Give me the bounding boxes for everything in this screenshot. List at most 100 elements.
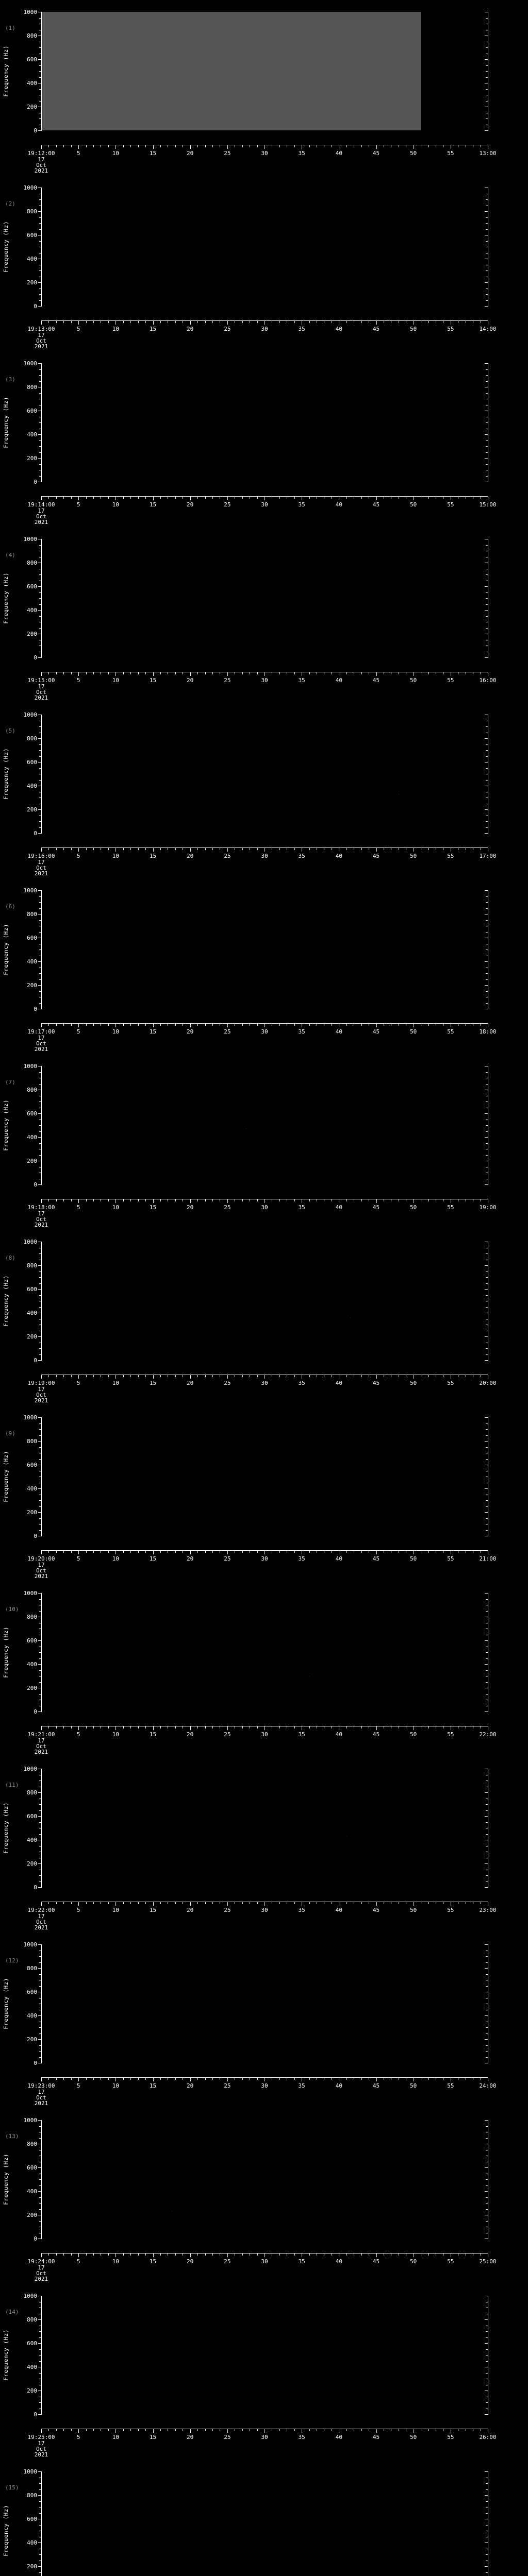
x-tick-minor [212,2253,213,2256]
y-tick-minor [39,2126,42,2127]
x-tick-minor [346,145,347,147]
spectrogram-panel-11[interactable]: 0 200 400 600 800 1000 Frequency (Hz) (11) 19:22… [0,1757,528,1933]
x-axis-date-line: 2021 [34,2451,48,2458]
y-tick-major-right [485,985,488,986]
x-tick-minor [197,1199,199,1201]
spectrogram-panel-4[interactable]: 0 200 400 600 800 1000 Frequency (Hz) (4) 19:15:… [0,527,528,703]
spectrogram-panel-5[interactable]: 0 200 400 600 800 1000 Frequency (Hz) (5) 19:16:… [0,703,528,878]
y-tick-minor-right [486,2331,488,2332]
x-tick-label: 35 [298,150,305,157]
spectrogram-panel-10[interactable]: 0 200 400 600 800 1000 Frequency (Hz) (10) 19:21… [0,1581,528,1757]
x-axis-date-label: 17 Oct 2021 [35,1211,48,1228]
y-tick-label: 0 [34,1533,37,1539]
y-tick-label: 400 [27,2364,37,2370]
spectrogram-panel-12[interactable]: 0 200 400 600 800 1000 Frequency (Hz) (12) 19:23… [0,1933,528,2108]
x-tick-minor [48,145,50,147]
x-tick-minor [294,321,295,323]
x-tick-label: 40 [335,677,342,684]
y-tick-minor [39,2057,42,2058]
y-tick-major [38,2566,42,2567]
x-tick-minor [205,1551,206,1553]
x-tick-label: 25 [224,853,231,859]
y-tick-minor [39,300,42,301]
spectrogram-panel-8[interactable]: 0 200 400 600 800 1000 Frequency (Hz) (8) 19:19:… [0,1230,528,1405]
y-tick-major [38,2471,42,2472]
x-tick-minor [71,2253,72,2256]
y-tick-major [38,1113,42,1114]
x-tick-minor [56,1726,57,1728]
spectrogram-panel-6[interactable]: 0 200 400 600 800 1000 Frequency (Hz) (6) 19:17:… [0,878,528,1054]
y-tick-minor [39,270,42,271]
x-tick-minor [108,1024,109,1026]
y-tick-label: 1000 [23,184,38,191]
y-tick-label: 200 [27,2387,37,2394]
y-tick-minor-right [486,1682,488,1683]
x-tick-minor [56,1551,57,1553]
x-tick-minor [130,1375,131,1377]
x-tick-minor [93,1902,94,1904]
panel-index-label: (13) [5,2133,19,2140]
spectrogram-panel-14[interactable]: 0 200 400 600 800 1000 Frequency (Hz) (14) 19:25… [0,2284,528,2460]
x-tick-label: 10 [112,150,119,157]
x-tick-minor [93,145,94,147]
y-tick-minor [39,592,42,593]
plot-area [41,363,488,482]
x-tick-minor [123,2253,124,2256]
y-tick-major-right [485,1289,488,1290]
x-axis-end-time-label: 19:00 [479,1204,497,1211]
x-tick-minor [56,2253,57,2256]
y-tick-major [38,1417,42,1418]
x-axis-date-line: Oct [36,1216,46,1223]
y-tick-minor-right [486,217,488,218]
y-tick-minor-right [486,896,488,897]
x-tick-label: 35 [298,2258,305,2265]
x-tick-minor [279,497,280,499]
y-tick-minor-right [486,2349,488,2350]
x-tick-label: 5 [76,2258,80,2265]
y-tick-minor-right [486,65,488,66]
y-tick-label: 0 [34,2060,37,2066]
x-tick-minor [309,672,310,674]
y-tick-label: 200 [27,455,37,462]
x-tick-major [227,2078,228,2081]
x-tick-minor [130,848,131,850]
spectrogram-panel-1[interactable]: 0 200 400 600 800 1000 Frequency (Hz) (1) 19:12:… [0,0,528,176]
spectrogram-panel-7[interactable]: 0 200 400 600 800 1000 Frequency (Hz) (7) 19:18:… [0,1054,528,1230]
x-tick-minor [242,1375,243,1377]
x-tick-label: 35 [298,1380,305,1386]
x-tick-minor [48,1199,50,1201]
x-tick-label: 20 [187,326,194,332]
x-tick-minor [145,1375,146,1377]
y-tick-label: 400 [27,1485,37,1492]
x-tick-label: 45 [372,326,380,332]
y-tick-minor [39,2402,42,2403]
x-tick-minor [309,2429,310,2431]
x-axis-start-time-label: 19:25:00 [27,2434,55,2441]
spectrogram-panel-9[interactable]: 0 200 400 600 800 1000 Frequency (Hz) (9) 19:20:… [0,1405,528,1581]
x-tick-major [376,672,377,676]
x-tick-label: 10 [112,2258,119,2265]
x-tick-minor [257,2078,258,2080]
x-tick-label: 45 [372,150,380,157]
x-axis-start-time-label: 19:19:00 [27,1380,55,1386]
x-tick-minor [138,321,139,323]
x-tick-minor [108,145,109,147]
y-tick-label: 0 [34,2235,37,2242]
y-tick-minor-right [486,1354,488,1355]
y-tick-minor [39,896,42,897]
y-tick-minor [39,604,42,605]
panel-index-label: (8) [5,1255,15,1261]
x-tick-minor [123,2429,124,2431]
x-tick-minor [212,2078,213,2080]
spectrogram-panel-2[interactable]: 0 200 400 600 800 1000 Frequency (Hz) (2) 19:13:… [0,176,528,351]
spectrogram-panel-3[interactable]: 0 200 400 600 800 1000 Frequency (Hz) (3) 19:14:… [0,351,528,527]
data-fill-region [41,12,421,130]
spectrogram-panel-13[interactable]: 0 200 400 600 800 1000 Frequency (Hz) (13) 19:24… [0,2108,528,2284]
x-tick-minor [279,1551,280,1553]
x-axis-date-line: 17 [38,683,45,690]
x-axis-line [41,496,488,497]
x-tick-label: 55 [447,326,454,332]
x-tick-minor [48,2253,50,2256]
x-tick-minor [93,1375,94,1377]
